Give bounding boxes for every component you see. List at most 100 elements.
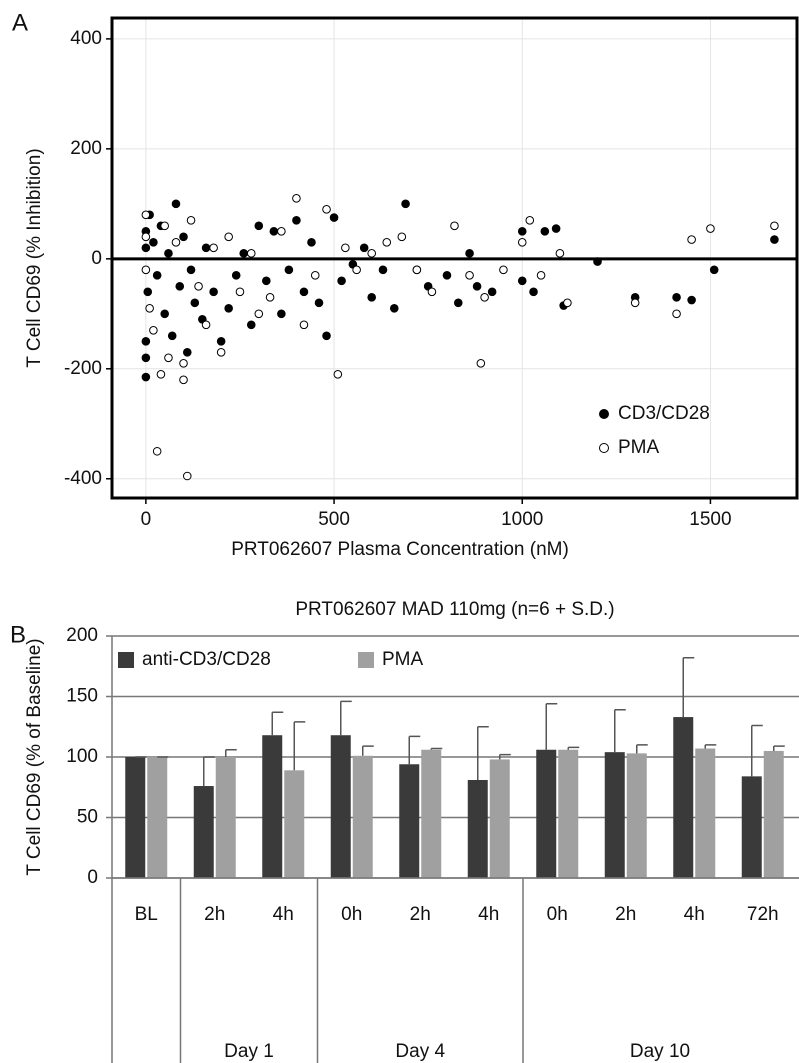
bar xyxy=(604,752,625,878)
data-point xyxy=(314,298,324,308)
data-point xyxy=(277,227,286,236)
bar xyxy=(421,749,442,878)
data-point xyxy=(299,320,309,330)
data-point xyxy=(265,293,275,302)
data-point xyxy=(292,194,301,203)
y-tick-label: 400 xyxy=(70,28,102,49)
x-tick-label: 2h xyxy=(410,904,431,925)
y-tick-label: 200 xyxy=(66,625,98,646)
data-point xyxy=(333,369,343,379)
data-point xyxy=(472,282,482,291)
error-bar xyxy=(567,746,580,750)
group-label: Day 4 xyxy=(395,1041,445,1062)
x-tick-label: 0h xyxy=(547,904,568,925)
data-point xyxy=(687,295,696,305)
error-bar xyxy=(773,745,785,751)
data-point xyxy=(239,249,249,258)
data-point xyxy=(141,353,151,363)
x-tick-label: BL xyxy=(135,904,158,925)
legend-label: anti-CD3/CD28 xyxy=(142,649,271,670)
data-point xyxy=(141,336,151,346)
data-point xyxy=(593,257,602,266)
data-point xyxy=(442,271,452,280)
data-point xyxy=(156,369,166,379)
data-point xyxy=(152,446,162,456)
data-point xyxy=(322,205,331,214)
data-point xyxy=(337,276,346,286)
data-point xyxy=(536,271,546,280)
x-tick-label: 500 xyxy=(318,509,350,530)
data-point xyxy=(672,293,681,302)
data-point xyxy=(186,265,196,275)
y-tick-label: 200 xyxy=(70,138,102,159)
data-point xyxy=(262,276,271,286)
bar xyxy=(558,749,579,878)
error-bar xyxy=(682,657,695,718)
bar xyxy=(125,757,146,878)
data-point xyxy=(175,282,185,291)
chart-title: PRT062607 MAD 110mg (n=6 + S.D.) xyxy=(295,599,614,620)
bar xyxy=(489,759,510,878)
data-point xyxy=(149,238,158,247)
data-point xyxy=(389,304,399,313)
data-point xyxy=(525,216,535,225)
data-point xyxy=(329,213,339,222)
data-point xyxy=(149,326,158,335)
data-point xyxy=(367,293,376,302)
data-point xyxy=(209,287,218,297)
data-point xyxy=(359,243,369,253)
data-point xyxy=(171,199,181,209)
plot-frame xyxy=(110,16,799,500)
data-point xyxy=(551,224,561,233)
y-tick-label: -400 xyxy=(64,468,102,489)
data-point xyxy=(709,265,719,275)
data-point xyxy=(480,293,489,302)
bar xyxy=(763,750,784,878)
error-bar xyxy=(636,744,648,754)
legend-marker xyxy=(599,409,609,419)
bar xyxy=(330,735,351,878)
data-point xyxy=(401,199,410,209)
legend-swatch xyxy=(358,652,374,668)
y-axis-label: T Cell CD69 (% Inhibition) xyxy=(24,148,45,367)
bar xyxy=(536,749,557,878)
data-point xyxy=(382,238,392,247)
data-point xyxy=(224,232,233,242)
legend-marker xyxy=(599,443,609,453)
x-tick-label: 0h xyxy=(341,904,362,925)
data-point xyxy=(235,287,245,297)
data-point xyxy=(152,271,162,280)
data-point xyxy=(378,265,388,275)
error-bar xyxy=(545,703,558,750)
bar xyxy=(673,717,694,878)
data-point xyxy=(179,375,188,385)
x-tick-label: 4h xyxy=(273,904,294,925)
data-point xyxy=(453,298,463,308)
bar xyxy=(352,755,373,878)
data-point xyxy=(160,221,169,231)
y-tick-label: 0 xyxy=(87,867,98,888)
data-point xyxy=(307,238,316,247)
data-point xyxy=(517,276,527,286)
data-point xyxy=(687,235,696,244)
y-axis-label: T Cell CD69 (% of Baseline) xyxy=(24,638,45,875)
data-point xyxy=(182,471,192,481)
error-bar xyxy=(430,747,443,750)
data-point xyxy=(465,249,474,258)
data-point xyxy=(167,331,177,341)
data-point xyxy=(141,265,151,275)
bar xyxy=(626,753,647,878)
x-axis-label: PRT062607 Plasma Concentration (nM) xyxy=(231,539,569,560)
data-point xyxy=(164,249,173,258)
y-tick-label: -200 xyxy=(64,358,102,379)
data-point xyxy=(630,298,640,308)
panel-label: B xyxy=(10,621,26,648)
group-label: Day 1 xyxy=(224,1041,274,1062)
data-point xyxy=(141,210,151,220)
data-point xyxy=(770,235,779,244)
data-point xyxy=(672,309,681,319)
data-point xyxy=(352,265,361,275)
data-point xyxy=(231,271,241,280)
y-tick-label: 50 xyxy=(77,807,98,828)
